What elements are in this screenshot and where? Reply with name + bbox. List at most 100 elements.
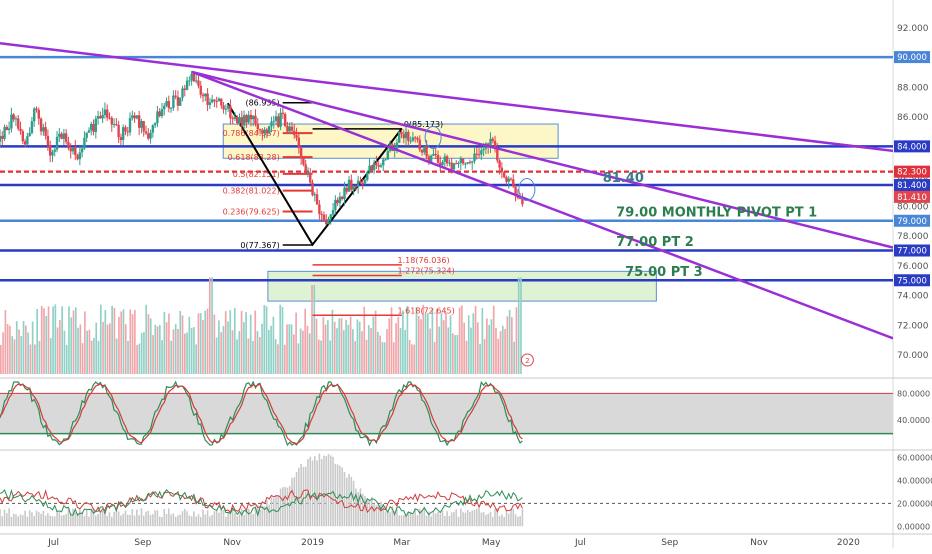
candle-body xyxy=(199,85,202,95)
macd-histogram-bar xyxy=(209,516,211,527)
volume-bar xyxy=(315,318,318,374)
volume-bar xyxy=(367,325,370,374)
candle-body xyxy=(85,132,88,138)
volume-bar xyxy=(302,330,304,374)
candle-body xyxy=(71,146,75,152)
candle-body xyxy=(142,121,145,132)
candle-body xyxy=(14,118,18,120)
volume-bar xyxy=(336,328,338,374)
volume-bar xyxy=(122,309,125,374)
macd-green-line xyxy=(0,488,523,518)
volume-bar xyxy=(311,285,313,374)
current-price-tag-label: 81.410 xyxy=(897,193,927,203)
event-badge xyxy=(520,353,534,367)
candle-body xyxy=(92,124,95,132)
volume-bar xyxy=(499,331,502,374)
candle-body xyxy=(215,101,218,103)
volume-bar xyxy=(320,340,322,374)
price-tick-label: 78.000 xyxy=(897,232,929,242)
volume-bar xyxy=(258,337,261,374)
macd-histogram-bar xyxy=(47,513,49,527)
macd-histogram-bar xyxy=(503,516,505,527)
macd-histogram-bar xyxy=(211,514,213,527)
volume-bar xyxy=(492,305,495,374)
volume-bar xyxy=(281,306,284,374)
volume-bar xyxy=(145,304,148,374)
macd-histogram-bar xyxy=(521,508,524,527)
candle-body xyxy=(147,133,150,139)
volume-bar xyxy=(483,339,486,374)
volume-bar xyxy=(274,339,277,374)
macd-histogram-bar xyxy=(108,512,111,527)
macd-histogram-bar xyxy=(455,509,458,527)
volume-bar xyxy=(213,314,216,374)
stoch-k-line xyxy=(0,380,523,447)
volume-bar xyxy=(186,332,188,374)
candle-body xyxy=(220,98,223,106)
candle-body xyxy=(128,117,132,133)
candle-body xyxy=(514,186,517,196)
volume-bar xyxy=(458,307,461,374)
candle-body xyxy=(117,124,120,138)
macd-histogram-bar xyxy=(329,455,332,527)
macd-histogram-bar xyxy=(247,508,250,527)
volume-bar xyxy=(422,304,425,374)
volume-bar xyxy=(27,332,29,374)
volume-bar xyxy=(111,305,113,374)
macd-histogram-bar xyxy=(199,517,202,527)
stoch-d-line xyxy=(0,383,523,445)
candle-body xyxy=(226,105,230,109)
candle-body xyxy=(302,157,305,165)
candle-body xyxy=(115,124,118,126)
macd-histogram-bar xyxy=(357,491,359,527)
price-tick-label: 86.000 xyxy=(897,113,929,123)
volume-bar xyxy=(136,344,138,374)
candle-body xyxy=(464,163,467,165)
candle-body xyxy=(140,121,143,128)
volume-bar xyxy=(377,331,379,374)
macd-histogram-bar xyxy=(122,513,124,527)
candle-body xyxy=(101,115,104,119)
macd-histogram-bar xyxy=(10,516,13,527)
macd-histogram-bar xyxy=(161,516,163,527)
volume-bar xyxy=(481,307,484,374)
candle-body xyxy=(327,218,330,225)
volume-bar xyxy=(322,317,325,374)
candle-body xyxy=(169,107,173,109)
macd-histogram-bar xyxy=(478,508,480,527)
candle-body xyxy=(110,117,113,125)
macd-histogram-bar xyxy=(446,511,448,527)
candle-body xyxy=(67,141,70,149)
volume-bar xyxy=(497,338,500,374)
volume-bar xyxy=(163,311,166,374)
macd-histogram-bar xyxy=(158,516,161,527)
macd-histogram-bar xyxy=(270,497,273,527)
macd-histogram-bar xyxy=(170,514,172,527)
macd-histogram-bar xyxy=(323,455,325,527)
candle-body xyxy=(493,140,497,149)
candle-body xyxy=(126,131,129,133)
candle-body xyxy=(290,126,294,131)
macd-histogram-bar xyxy=(485,515,487,527)
macd-histogram-bar xyxy=(183,508,186,527)
macd-histogram-bar xyxy=(391,506,394,527)
volume-bar xyxy=(436,309,438,374)
candle-body xyxy=(427,156,431,163)
volume-bar xyxy=(406,306,409,374)
macd-histogram-bar xyxy=(117,511,120,527)
volume-bar xyxy=(161,340,163,374)
volume-bar xyxy=(286,324,288,374)
annotation-label: 79.00 MONTHLY PIVOT PT 1 xyxy=(616,205,817,220)
candle-body xyxy=(386,151,390,160)
stoch-tick-label: 40.0000 xyxy=(897,416,930,425)
volume-bar xyxy=(324,324,327,374)
candle-body xyxy=(272,120,275,122)
candle-body xyxy=(26,136,29,145)
macd-histogram-bar xyxy=(206,510,209,527)
volume-bar xyxy=(0,344,2,374)
volume-bar xyxy=(49,338,52,374)
volume-bar xyxy=(149,318,152,374)
candle-body xyxy=(39,118,43,132)
volume-bar xyxy=(449,315,452,374)
